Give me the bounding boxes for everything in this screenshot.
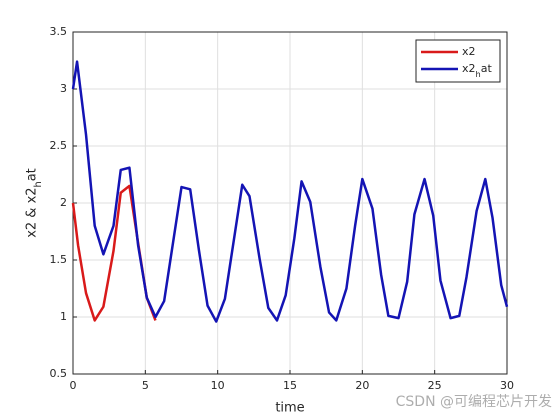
x-tick-label: 10 [211,379,225,392]
x-tick-label: 20 [355,379,369,392]
legend-label: x2 [462,45,476,58]
legend-box [415,39,501,83]
y-tick-label: 0.5 [50,367,68,380]
watermark: CSDN @可编程芯片开发 [396,394,552,410]
x-tick-label: 0 [70,379,77,392]
x-tick-label: 15 [283,379,297,392]
x-tick-label: 30 [500,379,514,392]
y-tick-label: 1.5 [50,253,68,266]
legend-label: x2hat [462,62,492,79]
line-series [71,60,509,323]
y-tick-label: 1 [60,310,67,323]
y-tick-label: 2.5 [50,139,68,152]
y-tick-label: 3.5 [50,25,68,38]
x-axis-label: time [275,401,304,416]
y-tick-label: 2 [60,196,67,209]
x-tick-label: 5 [142,379,149,392]
x-tick-label: 25 [428,379,442,392]
y-tick-label: 3 [60,82,67,95]
